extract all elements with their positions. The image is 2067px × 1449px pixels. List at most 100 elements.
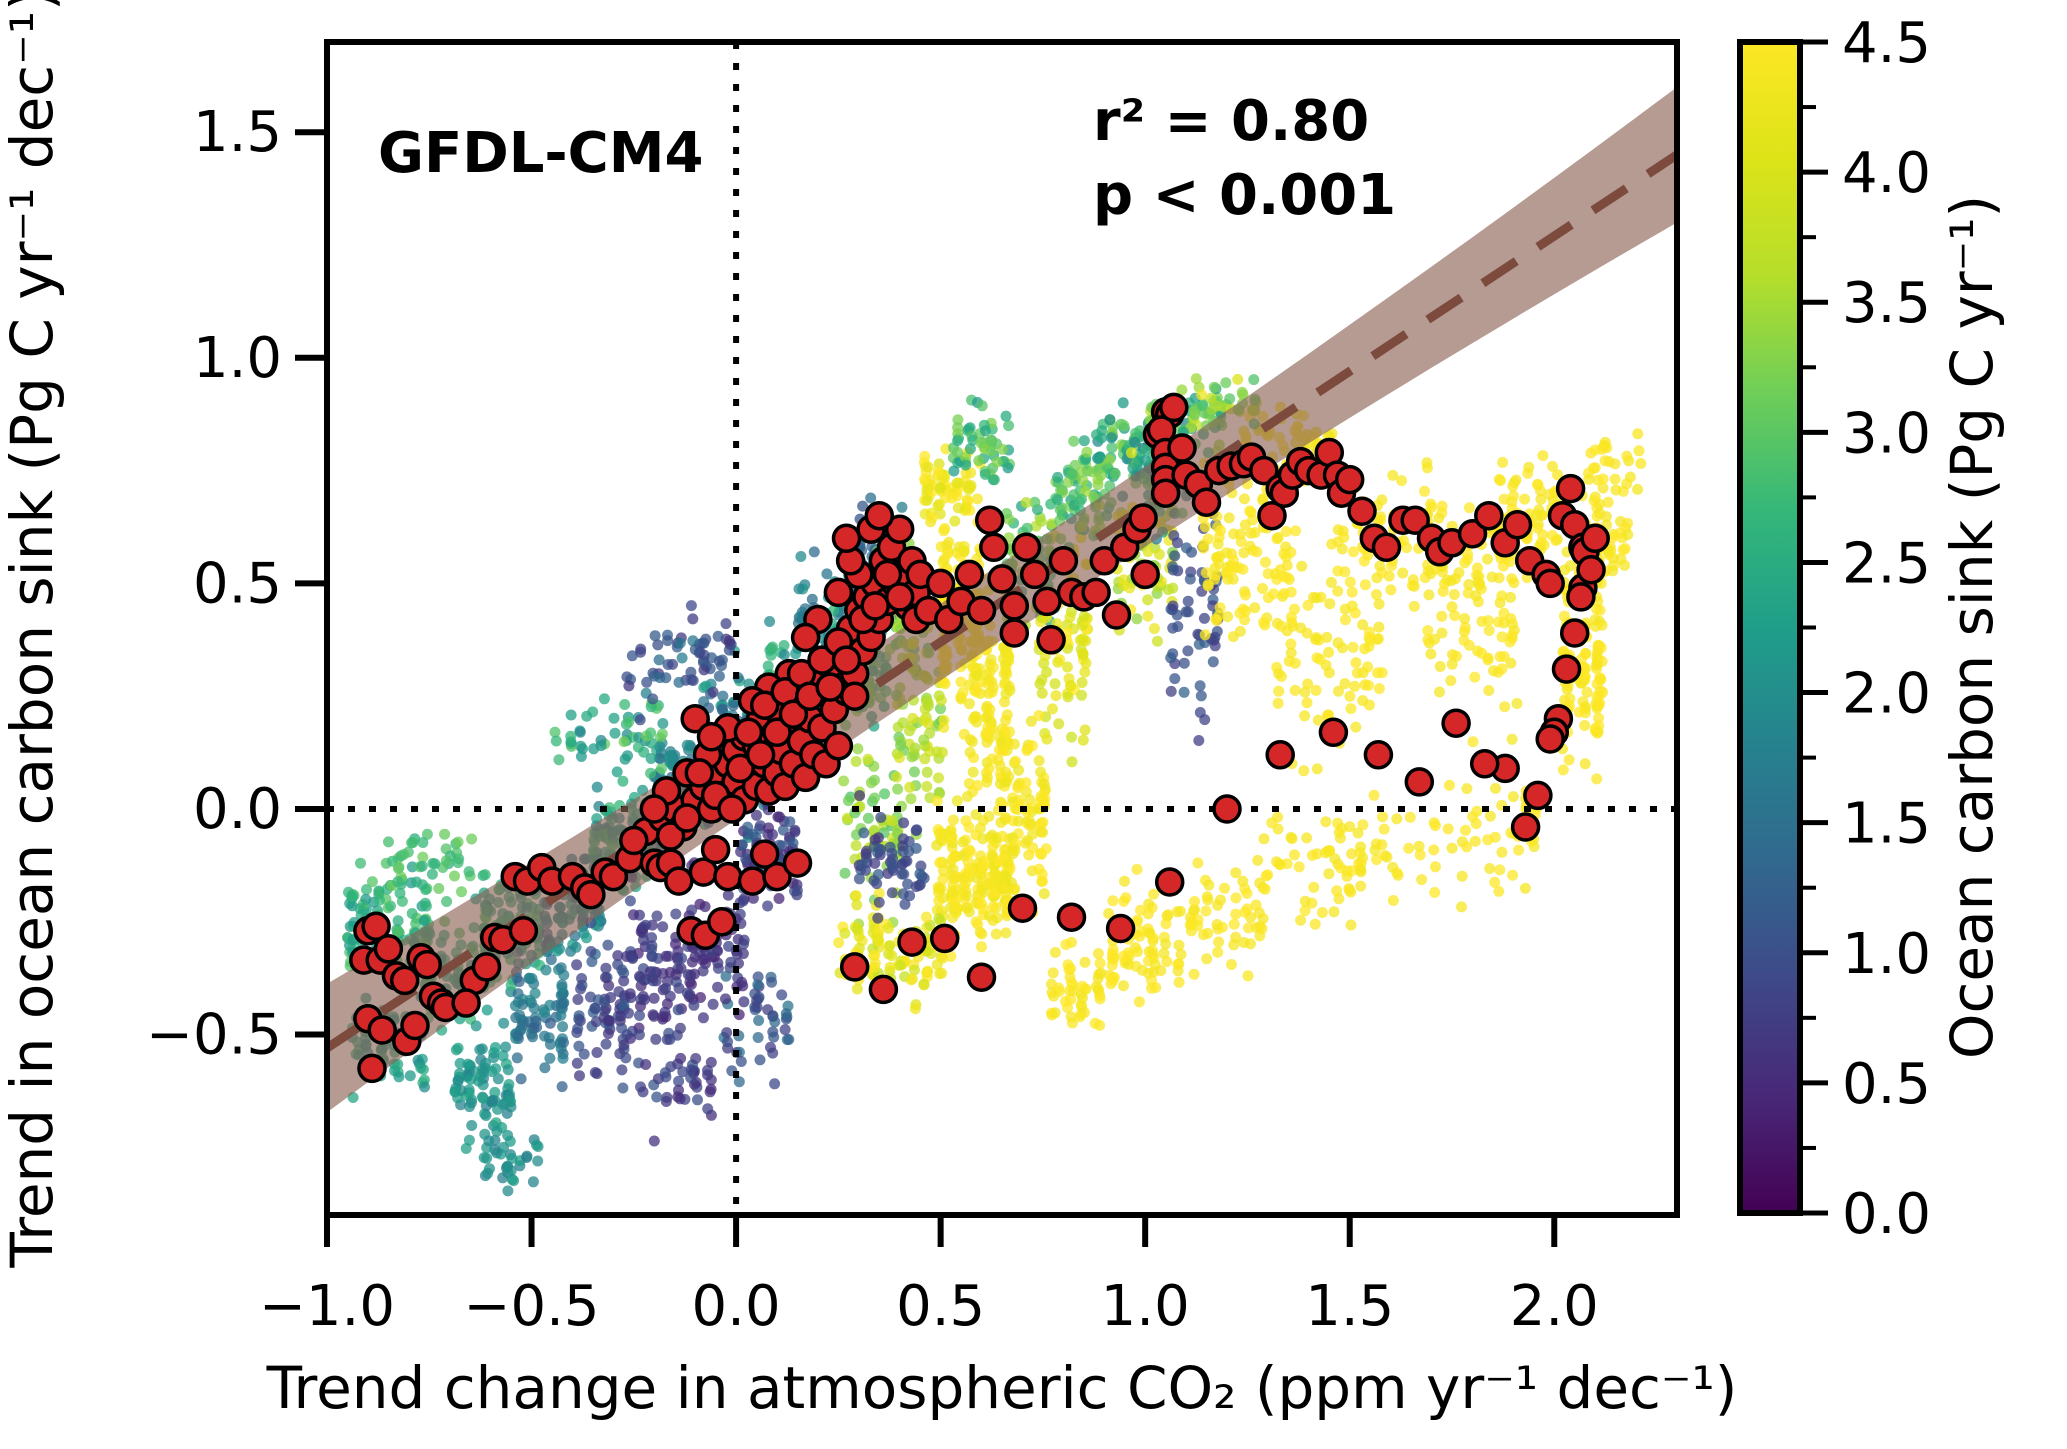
cloud-point xyxy=(1245,527,1257,539)
cloud-point xyxy=(769,1078,781,1090)
cloud-point xyxy=(555,1009,567,1021)
cloud-point xyxy=(720,993,731,1005)
cloud-point xyxy=(1021,522,1033,534)
cloud-point xyxy=(417,837,429,848)
cloud-point xyxy=(398,849,410,860)
cloud-point xyxy=(1344,576,1356,588)
cloud-point xyxy=(964,746,976,758)
cloud-point xyxy=(1202,894,1214,906)
cloud-point xyxy=(1188,968,1200,980)
cloud-point xyxy=(621,1029,633,1041)
cloud-point xyxy=(851,899,863,911)
cloud-point xyxy=(1243,922,1254,934)
cloud-point xyxy=(692,1094,703,1106)
cloud-point xyxy=(1178,686,1190,698)
cloud-point xyxy=(1035,766,1047,778)
cloud-point xyxy=(1349,607,1361,619)
cloud-point xyxy=(808,546,820,558)
cloud-point xyxy=(477,1092,489,1104)
cloud-point xyxy=(742,821,754,833)
cloud-point xyxy=(767,641,778,653)
colorbar-tick-label: 0.5 xyxy=(1842,1052,1931,1117)
cloud-point xyxy=(638,994,650,1006)
cloud-point xyxy=(952,446,963,458)
cloud-point xyxy=(735,1056,747,1067)
cloud-point xyxy=(952,502,964,514)
cloud-point xyxy=(1413,840,1425,852)
cloud-point xyxy=(521,1150,533,1162)
red-point xyxy=(1081,577,1111,608)
cloud-point xyxy=(1325,576,1337,588)
cloud-point xyxy=(1096,432,1107,444)
cloud-point xyxy=(723,635,735,647)
cloud-point xyxy=(366,876,378,888)
cloud-point xyxy=(932,886,944,898)
cloud-point xyxy=(1301,832,1313,844)
x-tick-label: −0.5 xyxy=(464,1274,600,1339)
cloud-point xyxy=(449,870,460,882)
cloud-point xyxy=(1118,950,1130,962)
cloud-point xyxy=(578,1048,590,1060)
cloud-point xyxy=(1050,690,1062,702)
red-point xyxy=(979,532,1009,563)
colorbar-ticks: 4.54.03.53.02.52.01.51.00.50.0 xyxy=(1800,11,1931,1247)
red-point xyxy=(367,1015,397,1045)
cloud-point xyxy=(1074,495,1086,507)
cloud-point xyxy=(1092,948,1104,960)
cloud-point xyxy=(872,934,884,946)
cloud-point xyxy=(1184,573,1196,585)
cloud-point xyxy=(977,861,989,873)
red-point xyxy=(1400,505,1430,535)
cloud-point xyxy=(1118,980,1129,992)
red-point xyxy=(696,722,727,752)
cloud-point xyxy=(557,1021,569,1033)
cloud-point xyxy=(570,941,582,953)
cloud-point xyxy=(550,735,562,747)
cloud-point xyxy=(1140,444,1152,456)
cloud-point xyxy=(648,1010,660,1022)
cloud-point xyxy=(608,712,620,724)
cloud-point xyxy=(720,618,732,630)
cloud-point xyxy=(1610,484,1622,496)
red-point xyxy=(1019,559,1050,590)
cloud-point xyxy=(1547,460,1558,472)
cloud-point xyxy=(635,980,647,992)
cloud-point xyxy=(1193,735,1205,746)
red-point xyxy=(471,952,502,982)
cloud-point xyxy=(633,1029,645,1041)
cloud-point xyxy=(869,792,880,804)
cloud-point xyxy=(751,809,762,821)
cloud-point xyxy=(1467,736,1479,748)
cloud-point xyxy=(698,649,710,661)
cloud-point xyxy=(1591,678,1603,690)
cloud-point xyxy=(441,896,453,907)
cloud-point xyxy=(1142,546,1154,558)
cloud-point xyxy=(1496,846,1508,858)
red-point xyxy=(357,1053,387,1084)
cloud-point xyxy=(1376,567,1388,579)
red-point xyxy=(831,523,862,554)
cloud-point xyxy=(1093,985,1105,996)
cloud-point xyxy=(1589,444,1601,456)
cloud-point xyxy=(1579,720,1591,731)
cloud-point xyxy=(960,890,972,901)
red-point xyxy=(839,681,870,711)
cloud-point xyxy=(670,969,682,981)
cloud-point xyxy=(1573,706,1585,718)
cloud-point xyxy=(466,1120,478,1131)
cloud-point xyxy=(528,1002,540,1014)
cloud-point xyxy=(1052,471,1064,483)
red-point xyxy=(1510,812,1541,842)
cloud-point xyxy=(696,954,708,966)
cloud-point xyxy=(651,910,663,922)
cloud-point xyxy=(1047,703,1058,715)
cloud-point xyxy=(895,739,907,751)
colorbar-tick-label: 0.0 xyxy=(1842,1182,1931,1247)
cloud-point xyxy=(661,998,673,1010)
cloud-point xyxy=(873,843,885,855)
red-point xyxy=(655,821,686,851)
cloud-point xyxy=(987,681,999,693)
cloud-point xyxy=(1198,539,1209,551)
cloud-point xyxy=(641,676,653,688)
cloud-point xyxy=(374,894,385,906)
